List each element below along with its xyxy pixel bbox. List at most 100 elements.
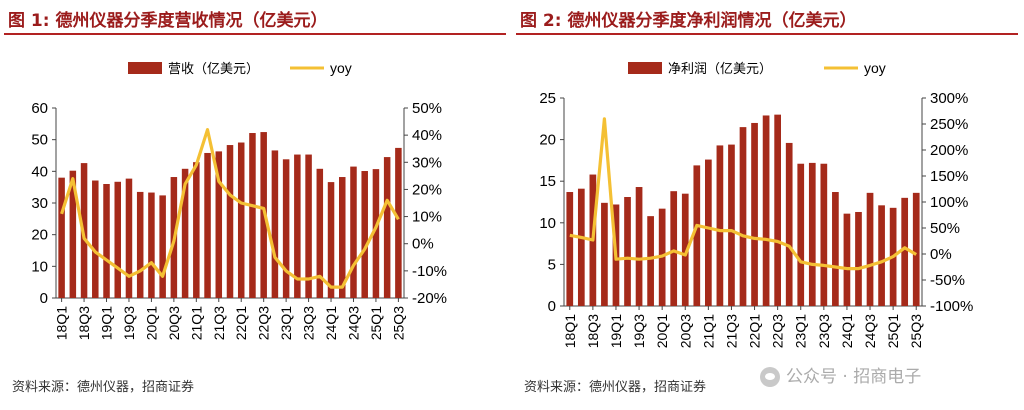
bar — [294, 154, 301, 298]
right-tick-label: 10% — [412, 209, 442, 226]
left-tick-label: 0 — [548, 298, 556, 315]
bar — [114, 181, 121, 298]
bar — [832, 192, 839, 306]
x-tick-label: 19Q3 — [631, 314, 647, 348]
x-tick-label: 24Q1 — [839, 314, 855, 348]
x-tick-label: 18Q3 — [76, 306, 92, 340]
bar — [282, 159, 290, 298]
x-tick-label: 19Q3 — [121, 306, 137, 340]
chart-title: 图 2: 德州仪器分季度净利润情况（亿美元） — [520, 11, 857, 31]
x-tick-label: 24Q3 — [345, 306, 361, 340]
legend-line-label: yoy — [864, 60, 886, 76]
x-tick-label: 25Q3 — [908, 314, 924, 348]
left-tick-label: 60 — [31, 100, 48, 117]
legend-line-label: yoy — [330, 60, 352, 76]
left-tick-label: 20 — [31, 227, 48, 244]
left-tick-label: 20 — [539, 132, 556, 149]
bar — [808, 162, 816, 306]
bar — [159, 195, 166, 298]
right-tick-label: 50% — [930, 220, 960, 237]
legend-bar-swatch — [628, 62, 662, 74]
bar — [237, 142, 245, 298]
wechat-icon — [760, 367, 780, 387]
x-tick-label: 24Q1 — [323, 306, 339, 340]
bar — [125, 178, 133, 298]
bar — [901, 197, 909, 306]
right-tick-label: 100% — [930, 194, 968, 211]
bar — [136, 191, 144, 298]
title-rule — [4, 33, 506, 35]
bar — [878, 205, 885, 306]
left-tick-label: 40 — [31, 163, 48, 180]
bar — [395, 147, 402, 298]
right-tick-label: -100% — [930, 298, 973, 315]
bar — [566, 192, 574, 306]
bar — [681, 193, 689, 306]
right-tick-label: 0% — [930, 246, 952, 263]
legend-bar-swatch — [128, 62, 162, 74]
x-tick-label: 18Q3 — [585, 314, 601, 348]
x-tick-label: 22Q1 — [233, 306, 249, 340]
bar — [774, 114, 781, 306]
legend-bar-label: 净利润（亿美元） — [668, 61, 772, 76]
bar — [339, 177, 346, 298]
yoy-line — [569, 117, 918, 271]
left-tick-label: 0 — [40, 290, 48, 307]
bar — [181, 168, 189, 298]
bar — [327, 182, 335, 298]
left-tick-label: 10 — [539, 215, 556, 232]
x-tick-label: 18Q1 — [562, 314, 578, 348]
right-tick-label: 50% — [412, 100, 442, 117]
x-tick-label: 22Q3 — [770, 314, 786, 348]
right-tick-label: 250% — [930, 116, 968, 133]
bar — [204, 152, 211, 298]
bar — [601, 202, 608, 306]
bar — [843, 213, 851, 306]
right-tick-label: 20% — [412, 181, 442, 198]
right-tick-label: 150% — [930, 168, 968, 185]
watermark-text: 公众号 · 招商电子 — [786, 367, 922, 387]
net-income-chart: 净利润（亿美元） yoy 0 5 10 15 20 25 -100% -50% 0% 50% 100% 1… — [539, 60, 973, 348]
bar — [103, 184, 110, 298]
chart-title: 图 1: 德州仪器分季度营收情况（亿美元） — [8, 11, 328, 31]
right-tick-label: 300% — [930, 90, 968, 107]
bar — [577, 188, 585, 306]
x-tick-label: 23Q1 — [793, 314, 809, 348]
title-rule — [516, 33, 1018, 35]
bar — [762, 115, 770, 306]
left-tick-label: 10 — [31, 258, 48, 275]
bar — [305, 154, 312, 298]
x-tick-label: 24Q3 — [862, 314, 878, 348]
right-tick-label: -50% — [930, 272, 965, 289]
bar — [58, 177, 65, 298]
x-tick-label: 18Q1 — [54, 306, 70, 340]
x-tick-label: 25Q1 — [368, 306, 384, 340]
bar — [69, 170, 77, 298]
net-income-panel: 图 2: 德州仪器分季度净利润情况（亿美元） 净利润（亿美元） yoy 0 5 10 15… — [512, 0, 1024, 410]
bar — [372, 169, 380, 298]
bar — [361, 171, 368, 298]
bar — [383, 157, 391, 298]
bar — [249, 133, 256, 298]
bar — [912, 192, 920, 306]
x-tick-label: 21Q1 — [188, 306, 204, 340]
yoy-line — [60, 128, 400, 289]
watermark: 公众号 · 招商电子 — [760, 362, 921, 387]
x-tick-label: 21Q3 — [211, 306, 227, 340]
bar — [350, 166, 357, 298]
left-tick-label: 30 — [31, 195, 48, 212]
x-tick-label: 21Q1 — [700, 314, 716, 348]
x-tick-label: 25Q1 — [885, 314, 901, 348]
source-note: 资料来源：德州仪器，招商证券 — [12, 380, 195, 395]
bar — [670, 191, 678, 306]
x-tick-label: 23Q1 — [278, 306, 294, 340]
x-tick-label: 21Q3 — [723, 314, 739, 348]
x-tick-label: 20Q1 — [143, 306, 159, 340]
x-tick-label: 20Q3 — [166, 306, 182, 340]
x-tick-label: 20Q3 — [677, 314, 693, 348]
bar — [785, 142, 793, 306]
bar — [624, 197, 631, 306]
legend-bar-label: 营收（亿美元） — [168, 61, 259, 76]
x-tick-label: 22Q1 — [747, 314, 763, 348]
x-tick-label: 20Q1 — [654, 314, 670, 348]
